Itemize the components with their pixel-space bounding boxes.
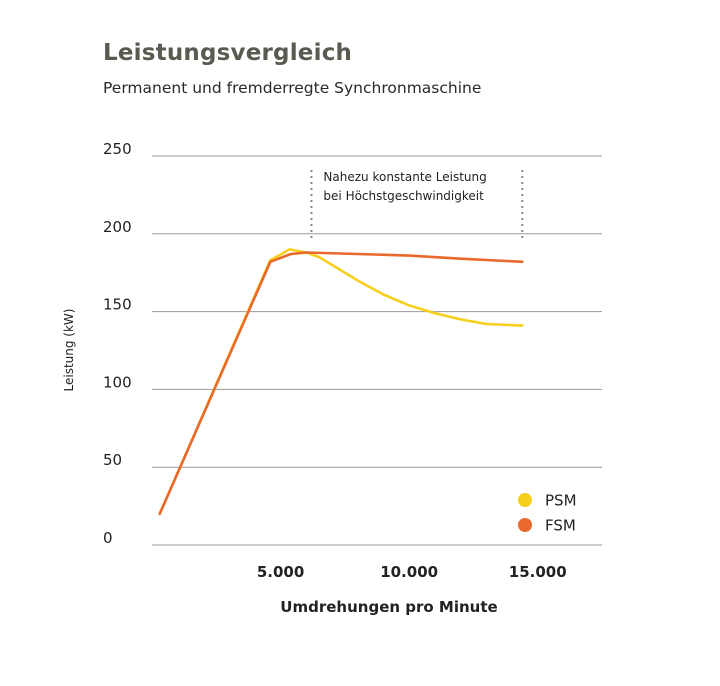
y-tick-label: 200: [103, 218, 132, 236]
legend-label-fsm: FSM: [545, 517, 576, 535]
y-tick-label: 0: [103, 529, 113, 547]
x-tick-label: 10.000: [380, 563, 438, 581]
annotation: Nahezu konstante Leistung bei Höchstgesch…: [310, 170, 524, 240]
x-tick-label: 15.000: [509, 563, 567, 581]
chart-subtitle: Permanent und fremderregte Synchronmasch…: [103, 79, 482, 97]
x-axis-ticks: 5.000 10.000 15.000: [257, 563, 567, 581]
x-axis-label: Umdrehungen pro Minute: [280, 598, 497, 616]
annotation-text: Nahezu konstante Leistung: [323, 170, 486, 184]
series-line-fsm: [158, 251, 524, 516]
y-tick-label: 250: [103, 140, 132, 158]
x-tick-label: 5.000: [257, 563, 304, 581]
series-lines: [158, 248, 524, 516]
y-tick-label: 100: [103, 373, 132, 391]
y-axis-ticks: 0 50 100 150 200 250: [103, 140, 132, 547]
legend-marker-fsm: [518, 518, 532, 532]
y-tick-label: 150: [103, 296, 132, 314]
chart-title: Leistungsvergleich: [103, 40, 353, 66]
series-line-psm: [158, 248, 524, 516]
legend-marker-psm: [518, 493, 532, 507]
legend: PSM FSM: [518, 492, 577, 535]
y-axis-label: Leistung (kW): [62, 309, 76, 392]
gridlines: [152, 155, 602, 546]
y-tick-label: 50: [103, 451, 122, 469]
legend-label-psm: PSM: [545, 492, 577, 510]
annotation-text: bei Höchstgeschwindigkeit: [323, 189, 484, 203]
